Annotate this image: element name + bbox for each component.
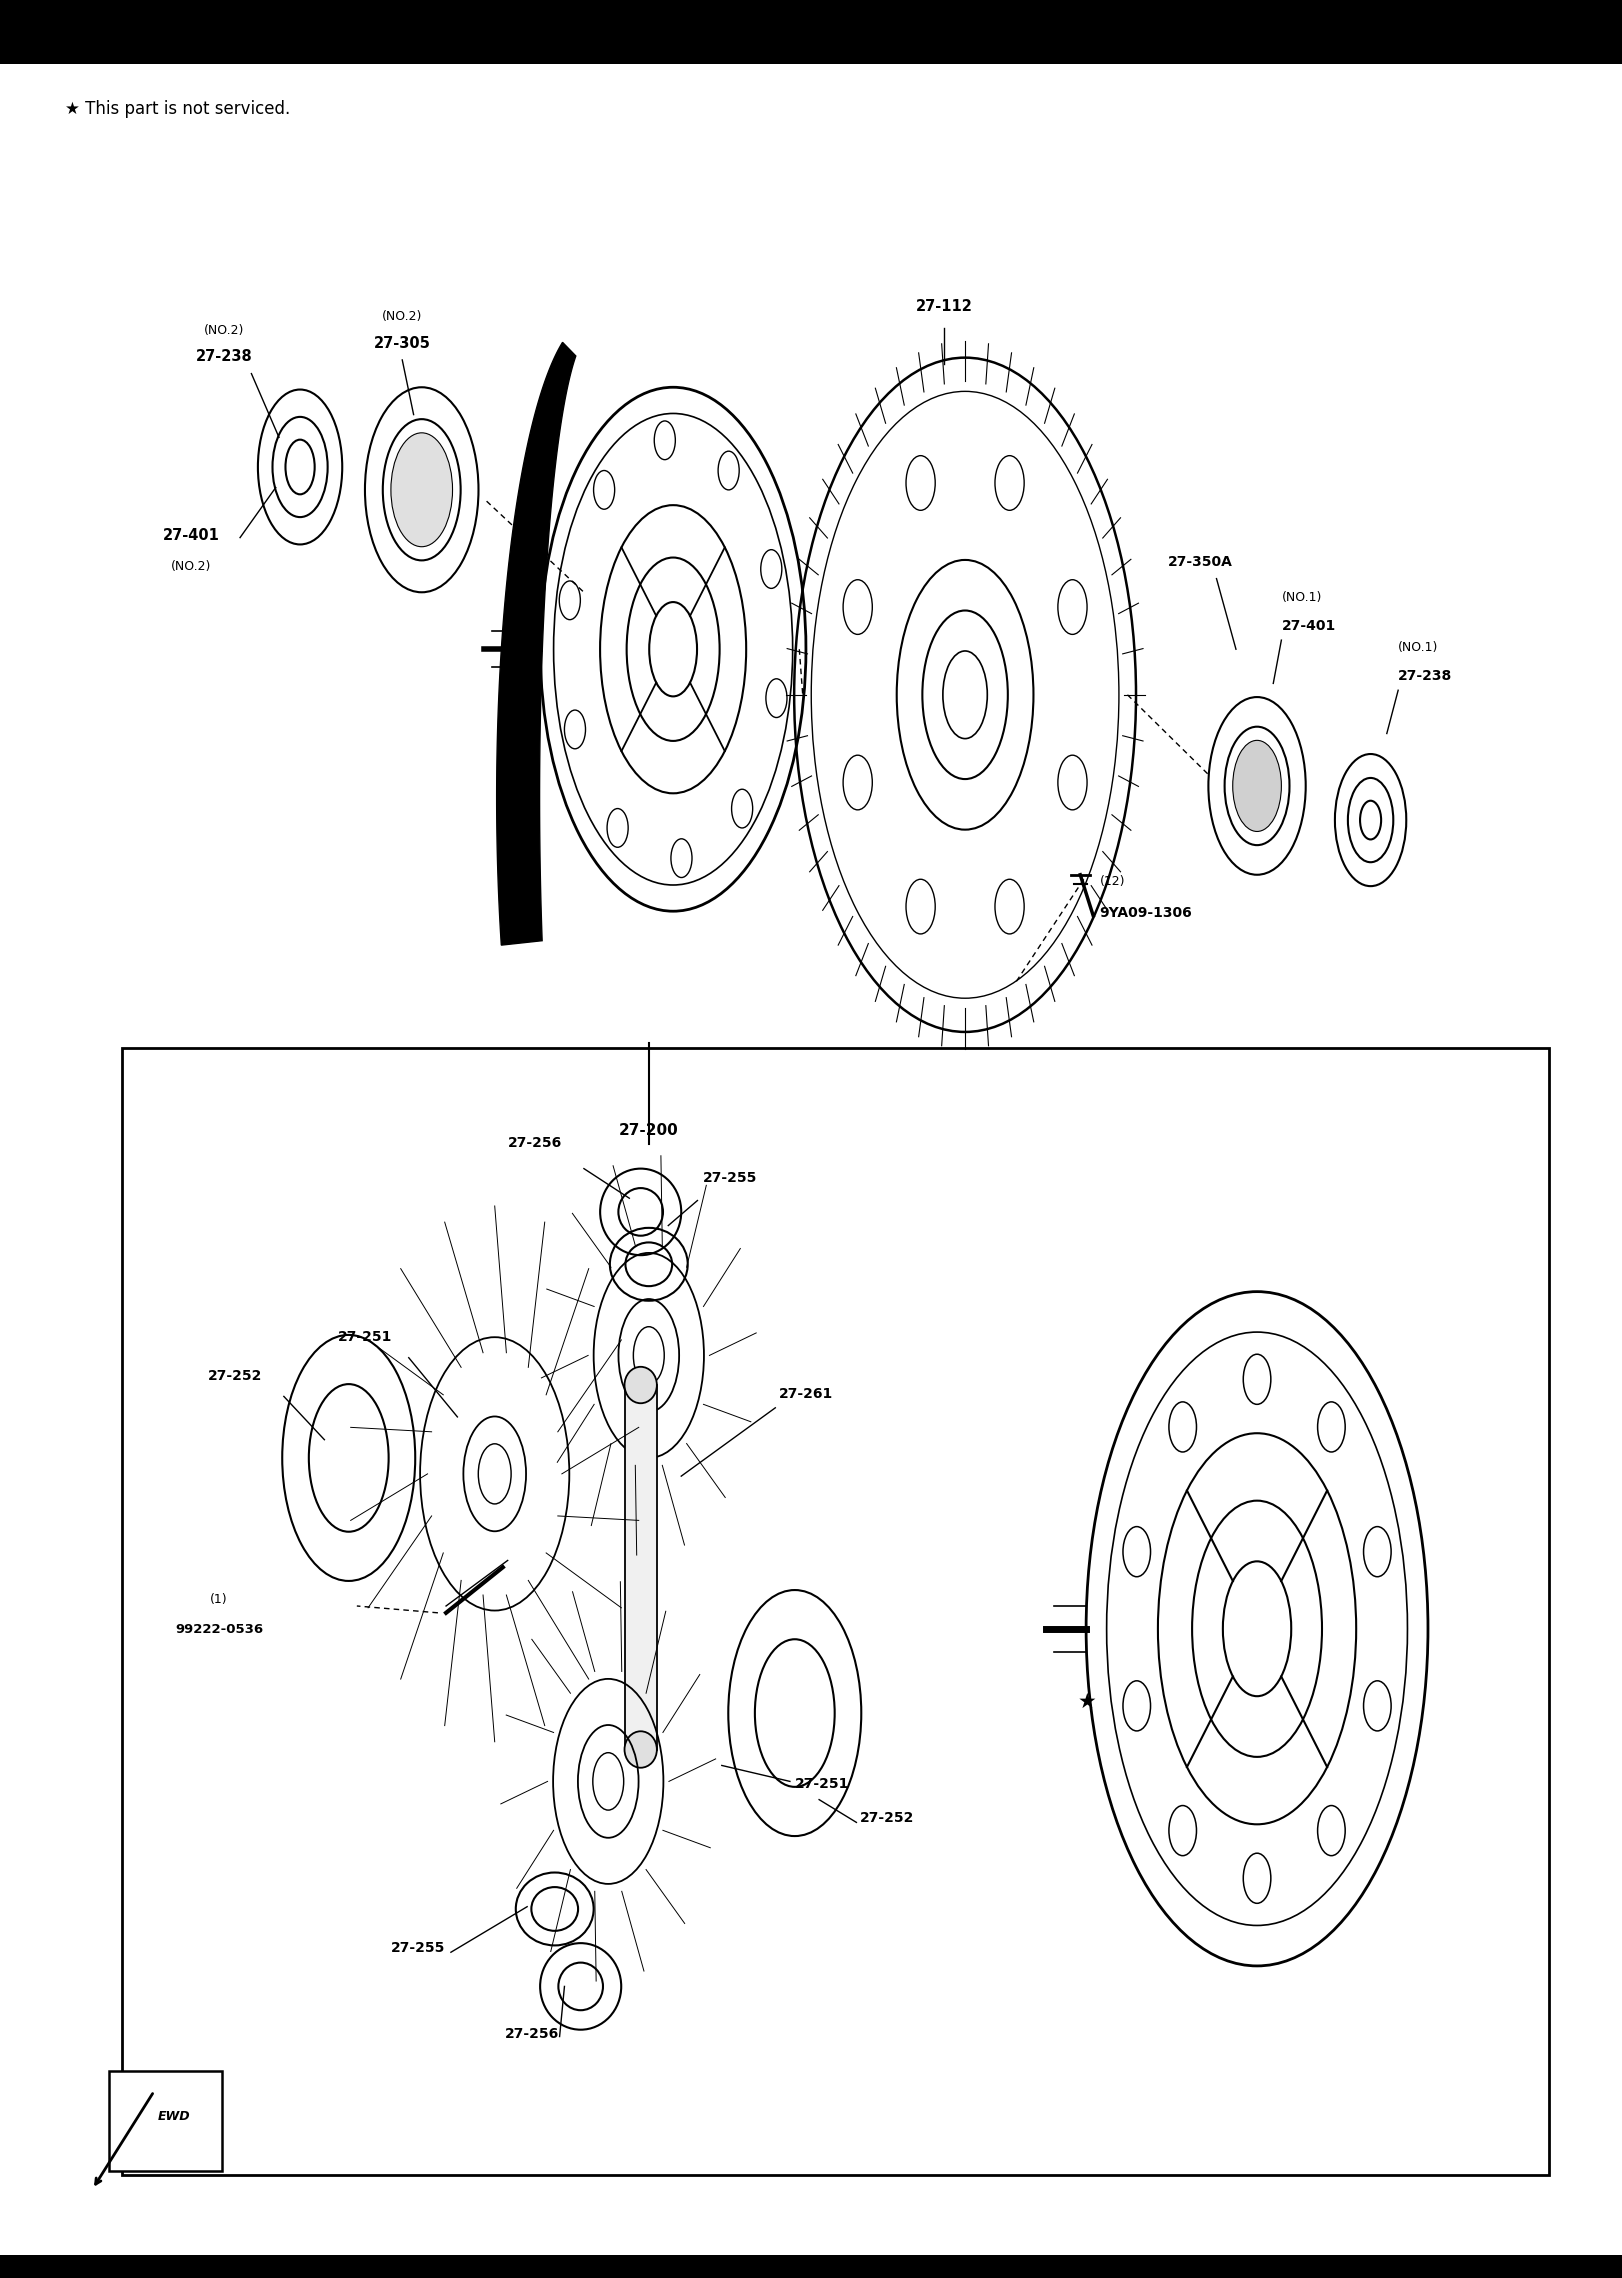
Text: 27-401: 27-401 (1281, 620, 1335, 633)
Text: (NO.2): (NO.2) (204, 323, 243, 337)
Ellipse shape (624, 1731, 657, 1768)
Text: (NO.2): (NO.2) (172, 560, 211, 574)
Text: ★ This part is not serviced.: ★ This part is not serviced. (65, 100, 290, 118)
Text: 27-251: 27-251 (337, 1330, 393, 1344)
Bar (624, 1385, 657, 1750)
Text: 27-256: 27-256 (508, 1137, 563, 1150)
Text: 27-256: 27-256 (504, 2027, 560, 2041)
Text: ★: ★ (1077, 1693, 1096, 1711)
Text: 27-401: 27-401 (162, 528, 221, 544)
Text: 27-305: 27-305 (373, 335, 431, 351)
Text: (NO.1): (NO.1) (1281, 590, 1322, 604)
Text: 27-255: 27-255 (702, 1171, 757, 1185)
Text: 27-255: 27-255 (391, 1941, 446, 1955)
Text: 27-252: 27-252 (208, 1369, 263, 1383)
Text: 27-350A: 27-350A (1168, 556, 1233, 570)
Text: 27-238: 27-238 (196, 349, 251, 364)
Text: EWD: EWD (157, 2109, 190, 2123)
Text: 27-200: 27-200 (620, 1123, 678, 1139)
Bar (0, 0, 1622, 64)
Text: (1): (1) (211, 1592, 227, 1606)
Bar (109, 2071, 222, 2171)
Text: 27-252: 27-252 (860, 1811, 915, 1825)
Ellipse shape (1233, 740, 1281, 831)
Text: 9YA09-1306: 9YA09-1306 (1100, 907, 1192, 920)
Ellipse shape (391, 433, 453, 547)
Ellipse shape (624, 1367, 657, 1403)
Bar (122, 1048, 1549, 2175)
Text: 27-251: 27-251 (795, 1777, 850, 1791)
Text: (NO.2): (NO.2) (383, 310, 422, 323)
Text: (NO.1): (NO.1) (1398, 640, 1439, 654)
Bar (0, 2255, 1622, 2278)
Text: 99222-0536: 99222-0536 (175, 1622, 263, 1636)
Text: 27-112: 27-112 (915, 298, 973, 314)
Text: (12): (12) (1100, 875, 1126, 888)
Text: 27-238: 27-238 (1398, 670, 1452, 683)
Polygon shape (496, 342, 576, 945)
Text: 27-261: 27-261 (779, 1387, 832, 1401)
